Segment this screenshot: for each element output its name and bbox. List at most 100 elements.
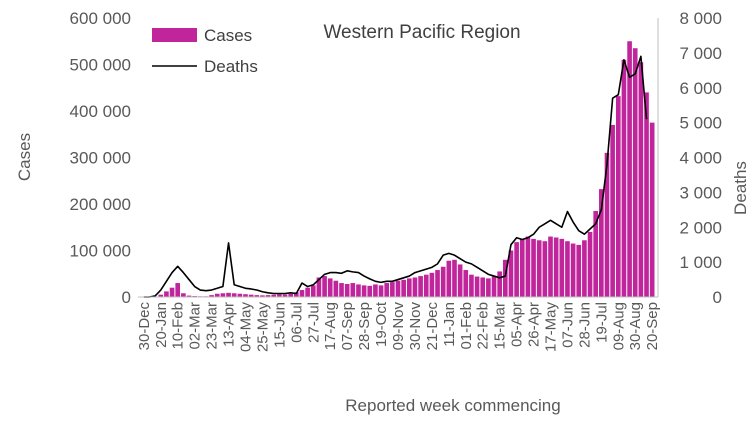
cases-bar xyxy=(231,293,237,297)
cases-bar xyxy=(474,276,480,297)
x-tick-label: 25-May xyxy=(254,302,271,353)
cases-bar xyxy=(503,259,508,297)
y-tick-label: 200 000 xyxy=(70,195,131,214)
cases-bar xyxy=(158,294,164,297)
cases-bar xyxy=(339,283,344,297)
cases-bar xyxy=(435,270,440,297)
cases-bar xyxy=(627,41,632,297)
x-tick-label: 13-Apr xyxy=(221,302,238,347)
cases-bar xyxy=(446,260,452,297)
cases-bar xyxy=(277,294,282,297)
cases-bar xyxy=(367,285,373,297)
cases-bar xyxy=(254,295,260,297)
y2-tick-label: 2 000 xyxy=(679,218,722,237)
y-axis-right: 0 1 000 2 000 3 000 4 000 5 000 6 000 7 000 8 00… xyxy=(679,9,722,307)
cases-bar xyxy=(491,276,497,297)
cases-bar xyxy=(305,287,310,297)
cases-bar xyxy=(440,266,446,297)
x-tick-label: 21-Dec xyxy=(424,302,441,351)
cases-bar xyxy=(469,274,474,297)
cases-bar xyxy=(531,238,536,298)
x-tick-label: 06-Jul xyxy=(288,302,305,343)
y2-tick-label: 8 000 xyxy=(679,9,722,28)
legend-deaths-label: Deaths xyxy=(204,57,258,76)
cases-bar xyxy=(220,293,226,297)
cases-bar xyxy=(175,283,181,297)
x-tick-label: 07-Sep xyxy=(339,302,356,350)
cases-bar xyxy=(604,152,610,297)
x-tick-label: 23-Mar xyxy=(204,302,221,350)
cases-bar xyxy=(632,48,638,297)
cases-bar xyxy=(463,270,469,297)
x-tick-label: 28-Sep xyxy=(356,302,373,350)
deaths-series xyxy=(143,55,648,298)
cases-bar xyxy=(638,62,644,298)
cases-bar xyxy=(350,283,356,297)
x-tick-label: 09-Aug xyxy=(610,302,627,350)
cases-bar xyxy=(288,293,293,297)
y-tick-label: 100 000 xyxy=(70,242,131,261)
cases-bar xyxy=(333,280,339,297)
cases-bar xyxy=(570,243,576,297)
cases-bar xyxy=(322,276,327,297)
cases-bar xyxy=(525,236,531,297)
chart-title: Western Pacific Region xyxy=(323,22,520,43)
cases-bar xyxy=(582,240,587,297)
x-tick-label: 19-Jul xyxy=(593,302,610,343)
cases-bar xyxy=(237,293,243,297)
cases-bar xyxy=(265,295,271,297)
x-tick-label: 11-Jan xyxy=(441,302,458,347)
deaths-line xyxy=(143,55,648,298)
cases-bar xyxy=(548,236,553,297)
x-tick-label: 17-Aug xyxy=(322,302,339,350)
cases-bar xyxy=(344,283,350,297)
x-tick-label: 26-Apr xyxy=(526,302,543,347)
cases-bar xyxy=(186,295,192,297)
cases-bar xyxy=(209,295,214,297)
x-axis-label: Reported week commencing xyxy=(345,396,560,415)
x-tick-label: 07-Jun xyxy=(559,302,576,348)
cases-bar xyxy=(486,278,491,297)
cases-bar xyxy=(615,96,621,298)
cases-bar xyxy=(260,295,265,297)
y2-tick-label: 0 xyxy=(713,288,722,307)
x-tick-label: 02-Mar xyxy=(187,302,204,350)
cases-bar xyxy=(565,241,570,297)
x-tick-label: 17-May xyxy=(543,302,560,353)
cases-bar xyxy=(457,264,463,297)
cases-bar xyxy=(519,238,525,298)
cases-bar xyxy=(587,231,593,297)
cases-bar xyxy=(559,238,565,298)
y2-tick-label: 6 000 xyxy=(679,79,722,98)
cases-bar xyxy=(226,292,231,297)
cases-bar xyxy=(576,244,582,297)
x-tick-label: 30-Aug xyxy=(627,302,644,350)
cases-bar xyxy=(514,242,519,297)
cases-bar xyxy=(406,278,412,297)
cases-bar xyxy=(553,237,559,297)
x-tick-label: 09-Nov xyxy=(390,302,407,351)
cases-bar xyxy=(644,92,649,298)
y-tick-label: 600 000 xyxy=(70,9,131,28)
y2-tick-label: 4 000 xyxy=(679,149,722,168)
x-tick-label: 30-Nov xyxy=(407,302,424,351)
x-tick-label: 20-Jan xyxy=(153,302,170,348)
y-tick-label: 0 xyxy=(122,288,131,307)
x-tick-label: 22-Feb xyxy=(475,302,492,350)
y2-axis-label: Deaths xyxy=(731,161,750,215)
y-tick-label: 400 000 xyxy=(70,102,131,121)
y-axis-left: 0 100 000 200 000 300 000 400 000 500 000 600 … xyxy=(70,9,131,307)
cases-bar xyxy=(316,277,322,297)
cases-bar xyxy=(299,290,305,297)
legend-cases-label: Cases xyxy=(204,26,252,45)
y2-tick-label: 5 000 xyxy=(679,114,722,133)
cases-bar xyxy=(649,122,655,298)
cases-bar xyxy=(497,271,502,297)
cases-bar xyxy=(164,291,169,297)
cases-bar xyxy=(378,285,384,298)
x-axis: 30-Dec 20-Jan 10-Feb 02-Mar 23-Mar 13-Apr 04-M… xyxy=(136,301,661,352)
cases-bar xyxy=(412,277,418,297)
x-tick-label: 27-Jul xyxy=(305,302,322,343)
cases-bar xyxy=(181,293,186,297)
x-tick-label: 10-Feb xyxy=(170,302,187,350)
